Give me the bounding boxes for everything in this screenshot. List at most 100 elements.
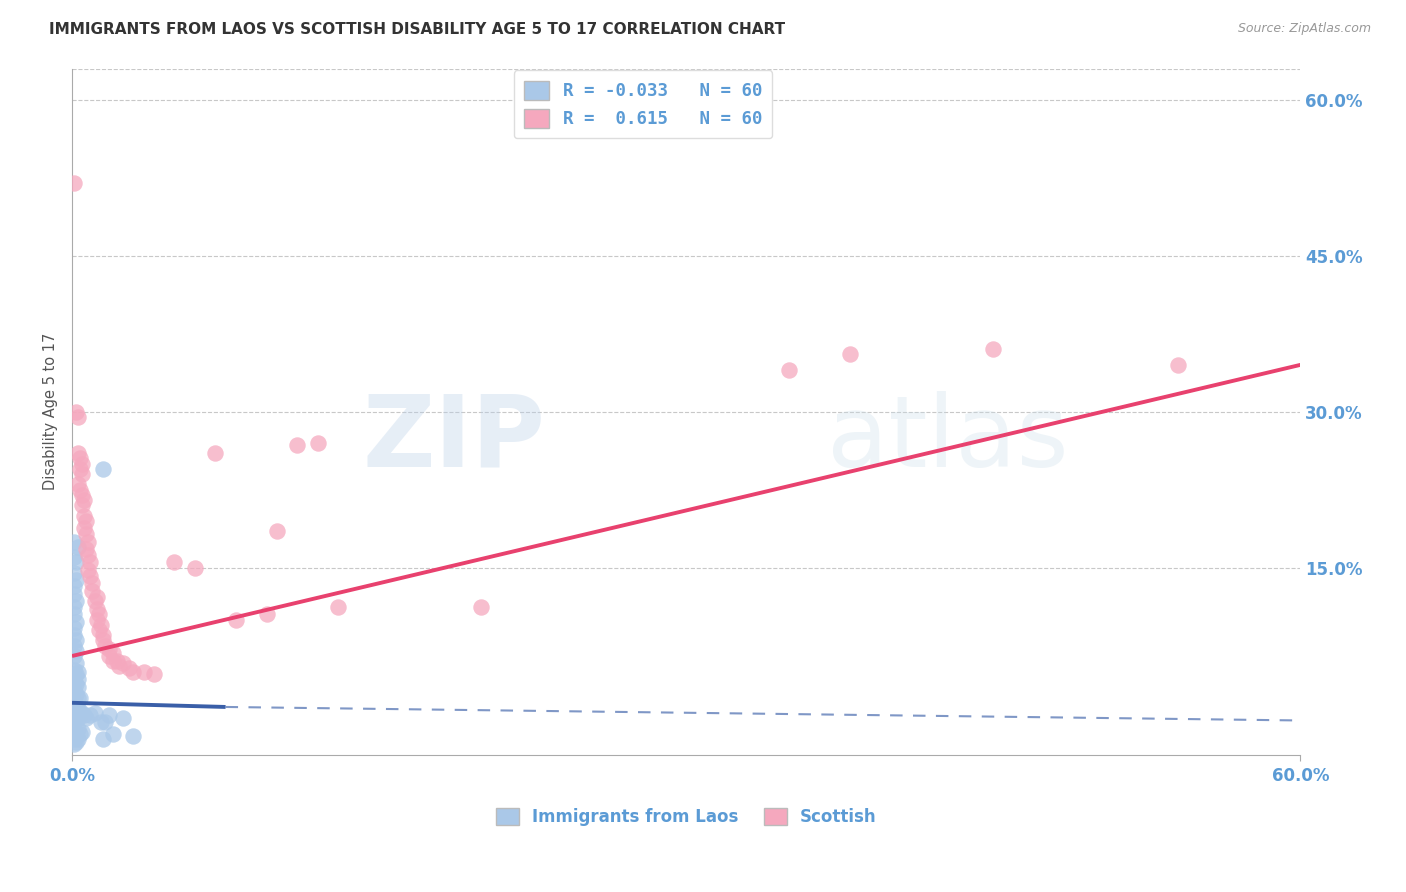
Point (63, 639, 86, 653)
Point (1167, 358, 1189, 372)
Point (67, 446, 90, 460)
Point (470, 600, 492, 615)
Point (70, 457, 93, 471)
Point (101, 654, 124, 668)
Point (94, 639, 117, 653)
Point (69, 690, 91, 705)
Point (67, 690, 90, 705)
Point (65, 594, 87, 608)
Point (75, 514, 97, 528)
Point (90, 617, 112, 632)
Point (77, 534, 100, 549)
Point (204, 446, 226, 460)
Point (328, 600, 350, 615)
Point (70, 706, 93, 721)
Point (63, 648, 86, 663)
Point (63, 579, 86, 593)
Point (63, 621, 86, 635)
Legend: Immigrants from Laos, Scottish: Immigrants from Laos, Scottish (489, 801, 883, 832)
Point (67, 711, 90, 725)
Point (101, 646, 124, 660)
Point (63, 694, 86, 708)
Point (69, 483, 91, 497)
Point (70, 498, 93, 512)
Point (90, 714, 112, 729)
Point (79, 708, 101, 723)
Point (75, 527, 97, 541)
Point (65, 657, 87, 671)
Point (163, 556, 186, 570)
Point (225, 613, 247, 627)
Point (65, 615, 87, 629)
Point (69, 451, 91, 466)
Point (63, 663, 86, 677)
Point (65, 727, 87, 741)
Point (63, 714, 86, 728)
Point (69, 706, 91, 721)
Point (69, 727, 91, 741)
Point (65, 573, 87, 587)
Point (285, 438, 308, 452)
Point (63, 566, 86, 580)
Point (79, 569, 101, 583)
Point (97, 648, 120, 663)
Point (65, 556, 87, 570)
Point (307, 435, 329, 450)
Text: Source: ZipAtlas.com: Source: ZipAtlas.com (1237, 22, 1371, 36)
Point (63, 708, 86, 723)
Point (112, 711, 135, 725)
Point (75, 541, 97, 556)
Point (65, 688, 87, 702)
Point (69, 462, 91, 476)
Point (67, 409, 90, 424)
Point (67, 477, 90, 491)
Point (70, 467, 93, 481)
Point (63, 534, 86, 549)
Point (73, 708, 96, 723)
Point (65, 644, 87, 658)
Point (63, 722, 86, 736)
Point (132, 665, 155, 679)
Point (65, 404, 87, 418)
Point (91, 628, 114, 642)
Point (83, 594, 105, 608)
Point (86, 590, 108, 604)
Point (184, 560, 207, 574)
Point (63, 176, 86, 190)
Point (86, 602, 108, 616)
Point (63, 672, 86, 686)
Point (91, 732, 114, 747)
Text: IMMIGRANTS FROM LAOS VS SCOTTISH DISABILITY AGE 5 TO 17 CORRELATION CHART: IMMIGRANTS FROM LAOS VS SCOTTISH DISABIL… (49, 22, 786, 37)
Point (75, 711, 97, 725)
Point (91, 462, 114, 476)
Point (70, 725, 93, 739)
Point (122, 729, 145, 743)
Point (63, 682, 86, 697)
Point (122, 665, 145, 679)
Point (112, 657, 135, 671)
Point (77, 563, 100, 577)
Point (65, 735, 87, 749)
Point (63, 550, 86, 565)
Point (77, 548, 100, 562)
Point (67, 680, 90, 694)
Point (778, 363, 800, 377)
Point (82, 576, 104, 591)
Point (63, 607, 86, 622)
Point (79, 556, 101, 570)
Point (67, 665, 90, 679)
Point (67, 701, 90, 715)
Point (101, 727, 124, 741)
Point (63, 738, 86, 752)
Point (839, 347, 862, 361)
Point (87, 623, 110, 637)
Point (67, 540, 90, 554)
Point (94, 714, 117, 729)
Point (73, 493, 96, 508)
Point (63, 628, 86, 642)
Text: ZIP: ZIP (363, 391, 546, 488)
Point (118, 661, 141, 675)
Point (63, 600, 86, 615)
Point (65, 633, 87, 648)
Point (266, 524, 288, 539)
